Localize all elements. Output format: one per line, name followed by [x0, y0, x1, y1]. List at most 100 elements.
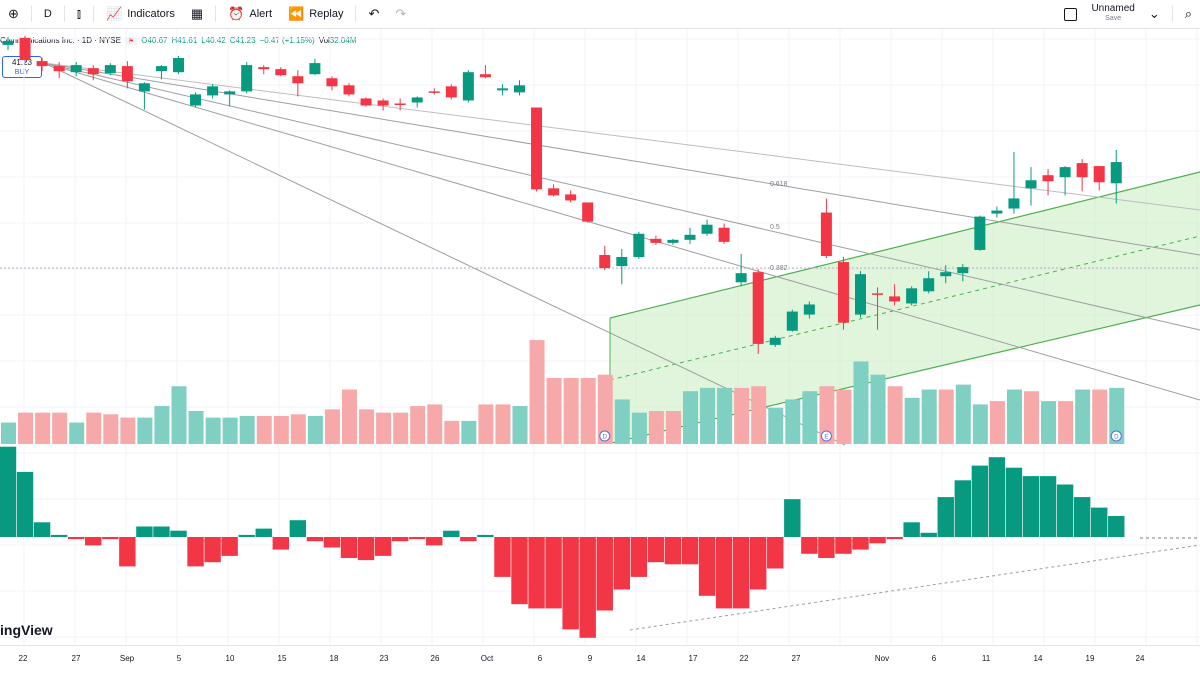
fib-fan-line [43, 62, 1200, 256]
histogram-bar [664, 537, 682, 565]
volume-bar [359, 409, 375, 444]
histogram-bar [221, 537, 238, 556]
candle-body [309, 63, 321, 75]
low-value: L40.42 [201, 36, 226, 45]
histogram-bar [494, 537, 511, 577]
x-axis-tick-label: 19 [1085, 654, 1095, 663]
volume-bar [427, 404, 443, 444]
candle-body [803, 304, 815, 315]
fib-label: 0.5 [770, 224, 780, 231]
volume-bar [1041, 401, 1057, 444]
volume-bar [376, 412, 392, 444]
x-axis-tick-label: 5 [176, 654, 182, 663]
histogram-bar [818, 537, 835, 558]
histogram-bar [1005, 467, 1023, 537]
volume-bar [614, 399, 630, 444]
candle-body [1076, 163, 1088, 178]
candle-body [207, 86, 219, 96]
volume-bar [205, 417, 221, 444]
x-axis-tick-label: 24 [1135, 654, 1145, 663]
histogram-bar [1091, 507, 1108, 537]
layout-status: Save [1105, 15, 1122, 22]
histogram-bar [852, 537, 869, 550]
histogram-bar [85, 537, 102, 546]
undo-button[interactable]: ↶ [360, 0, 387, 28]
alarm-clock-icon: ⏰ [228, 6, 245, 21]
volume-bar [103, 414, 119, 444]
x-axis-tick-label: Oct [480, 654, 494, 663]
volume-bar [989, 401, 1005, 444]
volume-bar [870, 374, 886, 444]
x-axis-tick-label: 6 [931, 654, 937, 663]
fullscreen-toggle[interactable] [1064, 7, 1078, 21]
interval-button[interactable]: D [36, 0, 60, 28]
histogram-bar [0, 446, 17, 537]
symbol-name[interactable]: Communications Inc. · 1D · NYSE [0, 36, 121, 45]
volume-bar [273, 415, 289, 444]
candles-icon: ⫾ [76, 6, 82, 21]
candle-body [2, 40, 14, 45]
channel-upper-line [609, 171, 1200, 319]
histogram-bar [750, 537, 767, 590]
flag-badge[interactable]: ⚑ [124, 36, 138, 45]
candle-body [275, 69, 287, 76]
volume-bar [768, 407, 784, 444]
candle-body [837, 262, 849, 323]
quick-search-button[interactable]: ⌕ [1177, 0, 1200, 28]
divider [1171, 6, 1173, 22]
divider [63, 6, 65, 22]
candle-body [1042, 175, 1054, 182]
histogram-bar [801, 537, 818, 554]
histogram-bar [698, 537, 716, 596]
histogram-bar [33, 522, 51, 537]
channel-center-line [609, 235, 1200, 381]
candle-body [906, 288, 918, 304]
volume-bar [1006, 389, 1022, 444]
top-toolbar: ⊕ D ⫾ 📈 Indicators ▦ ⏰ Alert ⏪ Replay ↶ ↷ U… [0, 0, 1200, 29]
volume-bar [512, 406, 528, 444]
candle-body [1025, 180, 1037, 189]
volume-bar [342, 389, 357, 444]
redo-button[interactable]: ↷ [387, 0, 414, 28]
indicators-button[interactable]: 📈 Indicators [98, 0, 183, 28]
volume-bar [69, 422, 85, 444]
histogram-bar [920, 532, 937, 537]
templates-button[interactable]: ▦ [183, 0, 211, 28]
candle-body [36, 61, 48, 67]
chart-type-button[interactable]: ⫾ [69, 0, 89, 28]
x-axis-tick-label: 22 [18, 654, 28, 663]
replay-button[interactable]: ⏪ Replay [280, 0, 351, 28]
histogram-bar [102, 537, 119, 540]
time-axis[interactable]: 22 27 Sep 5 10 15 18 23 26 Oct 6 9 14 17 22 27 Nov 6 11 14 1… [0, 645, 1200, 676]
volume-bar [802, 391, 818, 444]
histogram-bar [562, 537, 579, 630]
volume-bar [18, 412, 34, 444]
volume-bar [921, 389, 937, 444]
histogram-bar [16, 471, 34, 537]
histogram-bar [545, 537, 562, 609]
volume-bar [529, 340, 545, 444]
x-axis-tick-label: 17 [688, 654, 698, 663]
candle-body [377, 100, 389, 106]
alert-button[interactable]: ⏰ Alert [220, 0, 280, 28]
volume-bar [563, 378, 579, 444]
volume-bar [1058, 401, 1074, 444]
candle-body [292, 76, 304, 84]
indicators-icon: 📈 [106, 6, 123, 21]
histogram-bar [1056, 484, 1074, 537]
volume-bar [1024, 391, 1039, 444]
x-axis-tick-label: 22 [739, 654, 749, 663]
add-symbol-button[interactable]: ⊕ [0, 0, 27, 28]
histogram-bar [903, 522, 920, 537]
histogram-bar [238, 534, 255, 537]
layout-name-button[interactable]: Unnamed Save [1085, 4, 1140, 24]
volume-bar [410, 406, 426, 444]
histogram-bar [715, 537, 733, 609]
price-chart[interactable]: 0.618 0.5 0.382 D E D [0, 29, 1200, 645]
candle-body [531, 107, 543, 190]
fib-fan-line [43, 62, 846, 446]
candle-body [769, 337, 781, 345]
layout-menu-button[interactable]: ⌄ [1141, 0, 1168, 28]
candle-body [548, 188, 560, 196]
x-axis-tick-label: 6 [537, 654, 543, 663]
